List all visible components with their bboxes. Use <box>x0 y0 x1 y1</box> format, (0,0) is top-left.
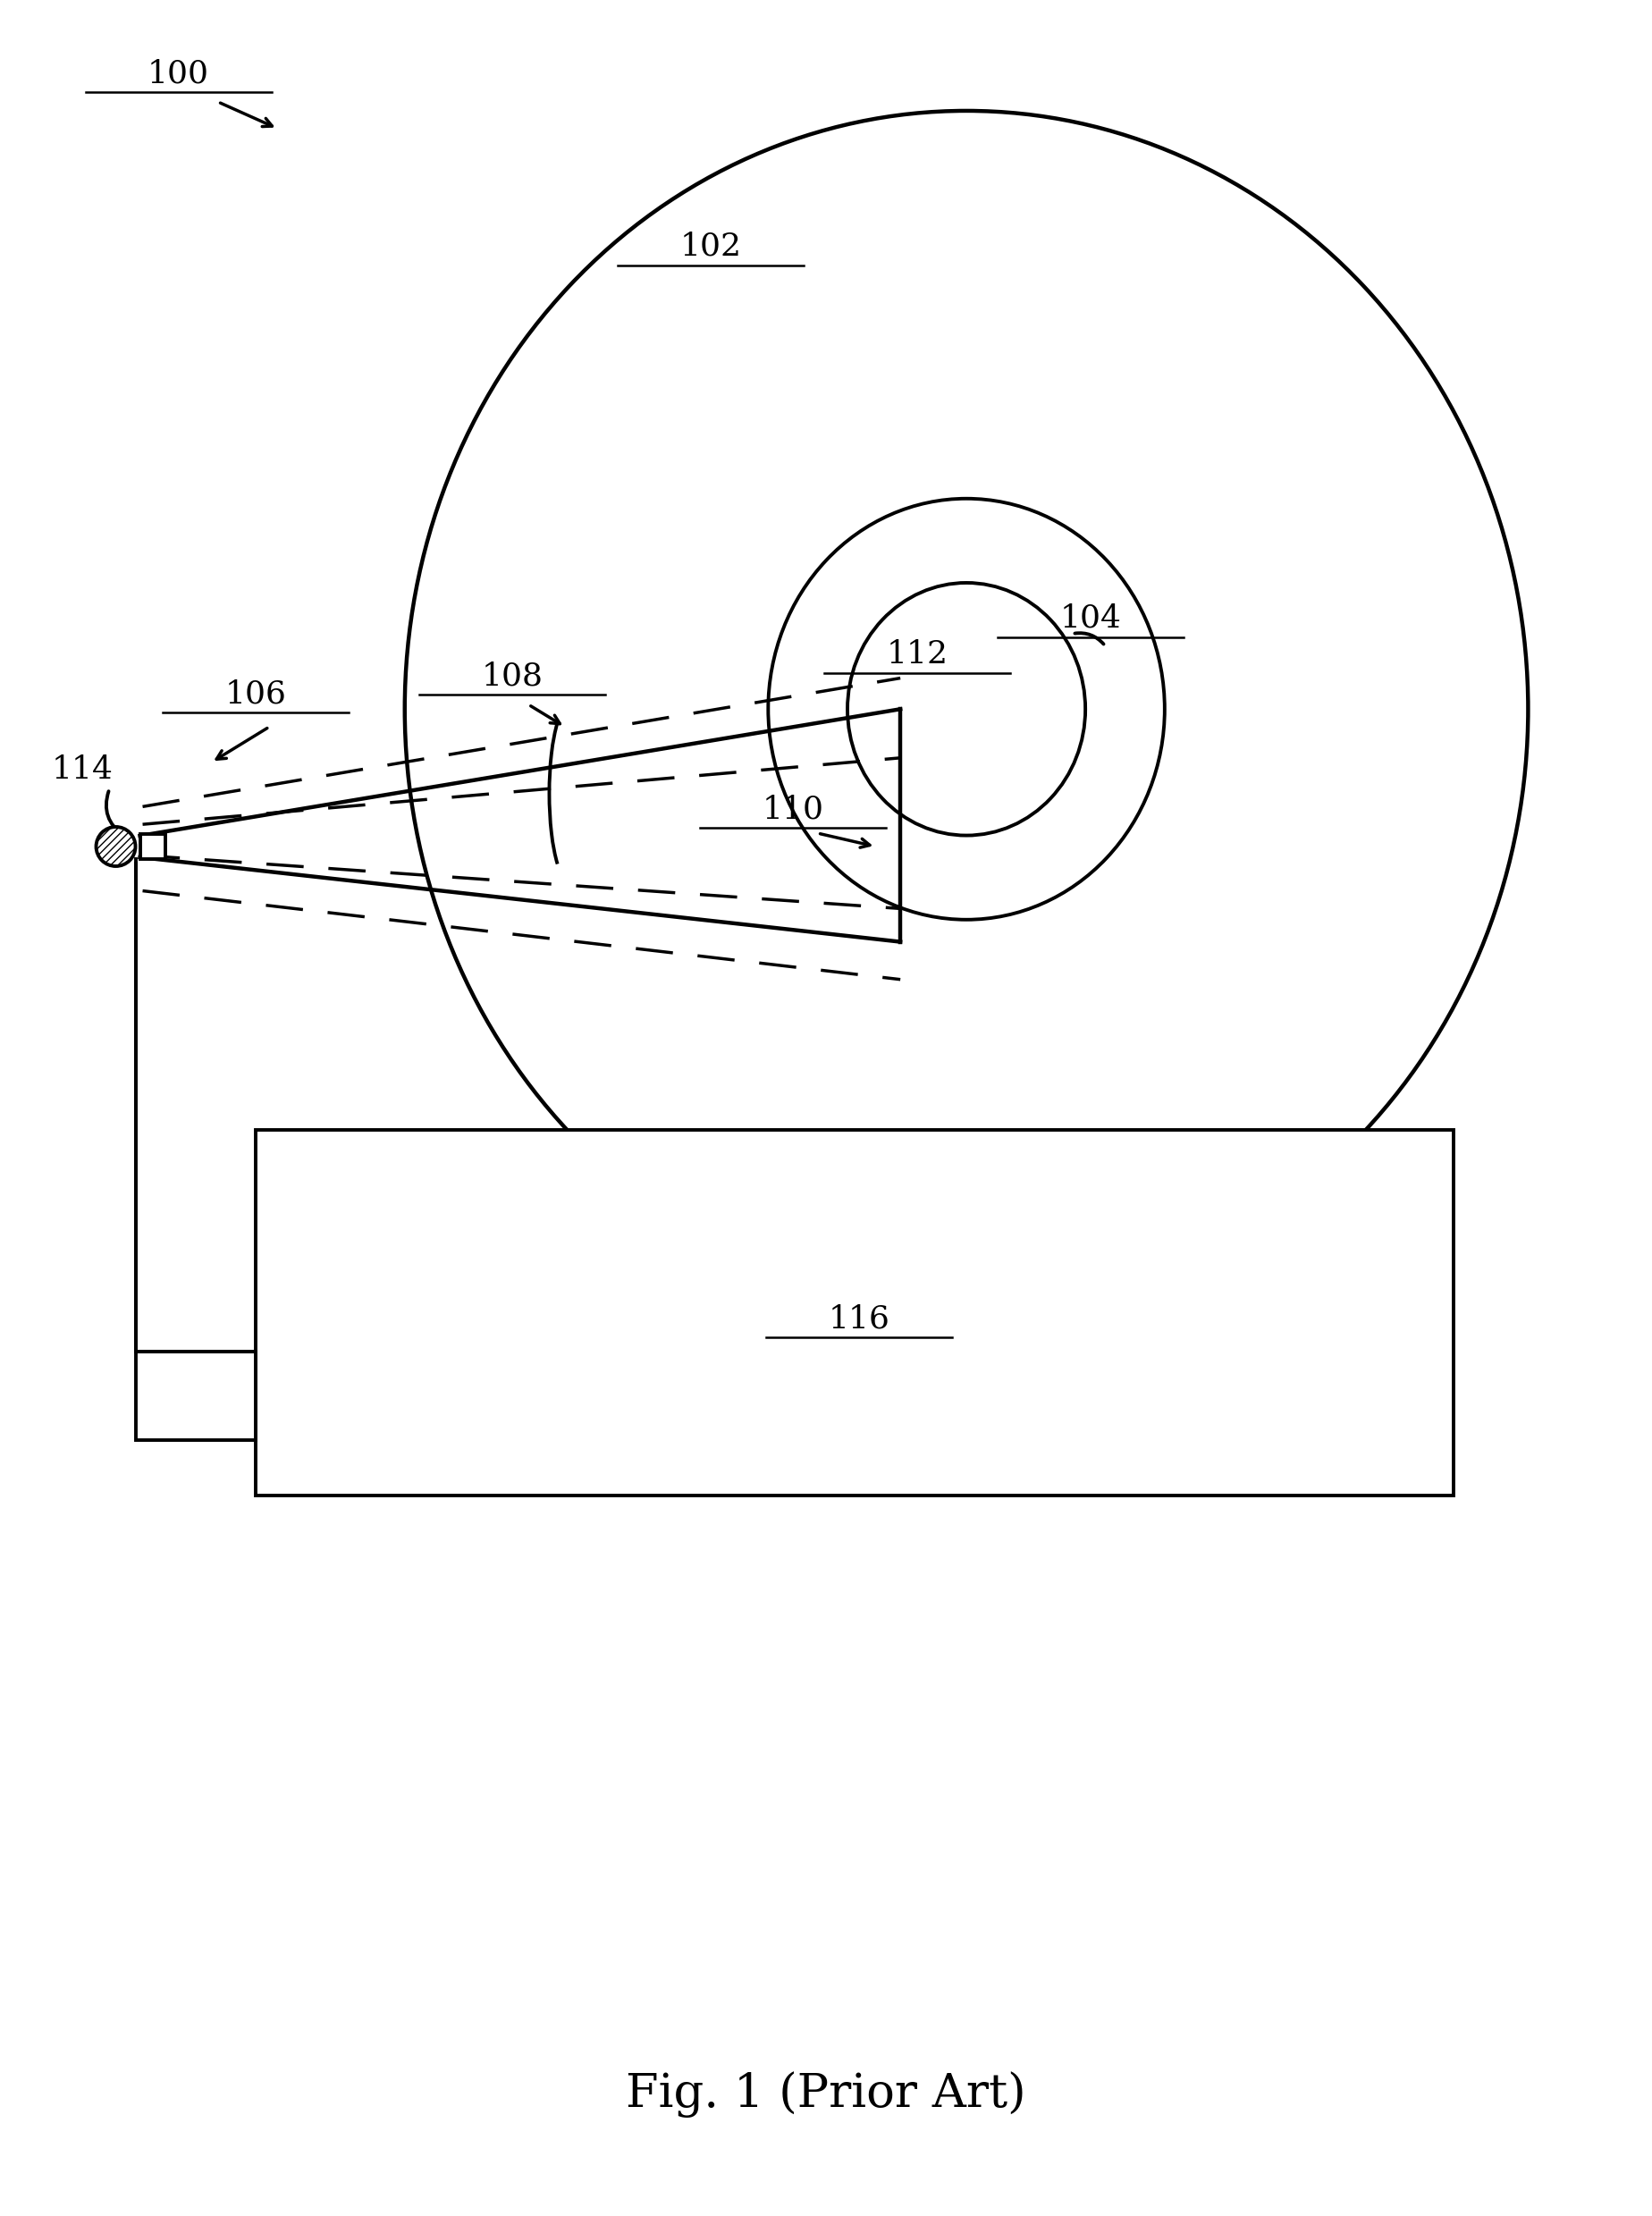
Text: 112: 112 <box>885 638 948 669</box>
Bar <box>135 1352 256 1440</box>
Text: 100: 100 <box>147 58 210 89</box>
Ellipse shape <box>96 827 135 866</box>
Text: 116: 116 <box>828 1303 890 1334</box>
Text: Fig. 1 (Prior Art): Fig. 1 (Prior Art) <box>626 2072 1026 2116</box>
Text: 106: 106 <box>225 678 287 709</box>
Text: 108: 108 <box>481 660 544 691</box>
Ellipse shape <box>847 583 1085 835</box>
Text: 104: 104 <box>1059 603 1122 634</box>
Bar <box>140 833 165 860</box>
Text: 114: 114 <box>51 753 114 784</box>
Text: 102: 102 <box>679 230 742 261</box>
Text: 110: 110 <box>762 793 824 824</box>
Bar <box>256 1130 1454 1496</box>
